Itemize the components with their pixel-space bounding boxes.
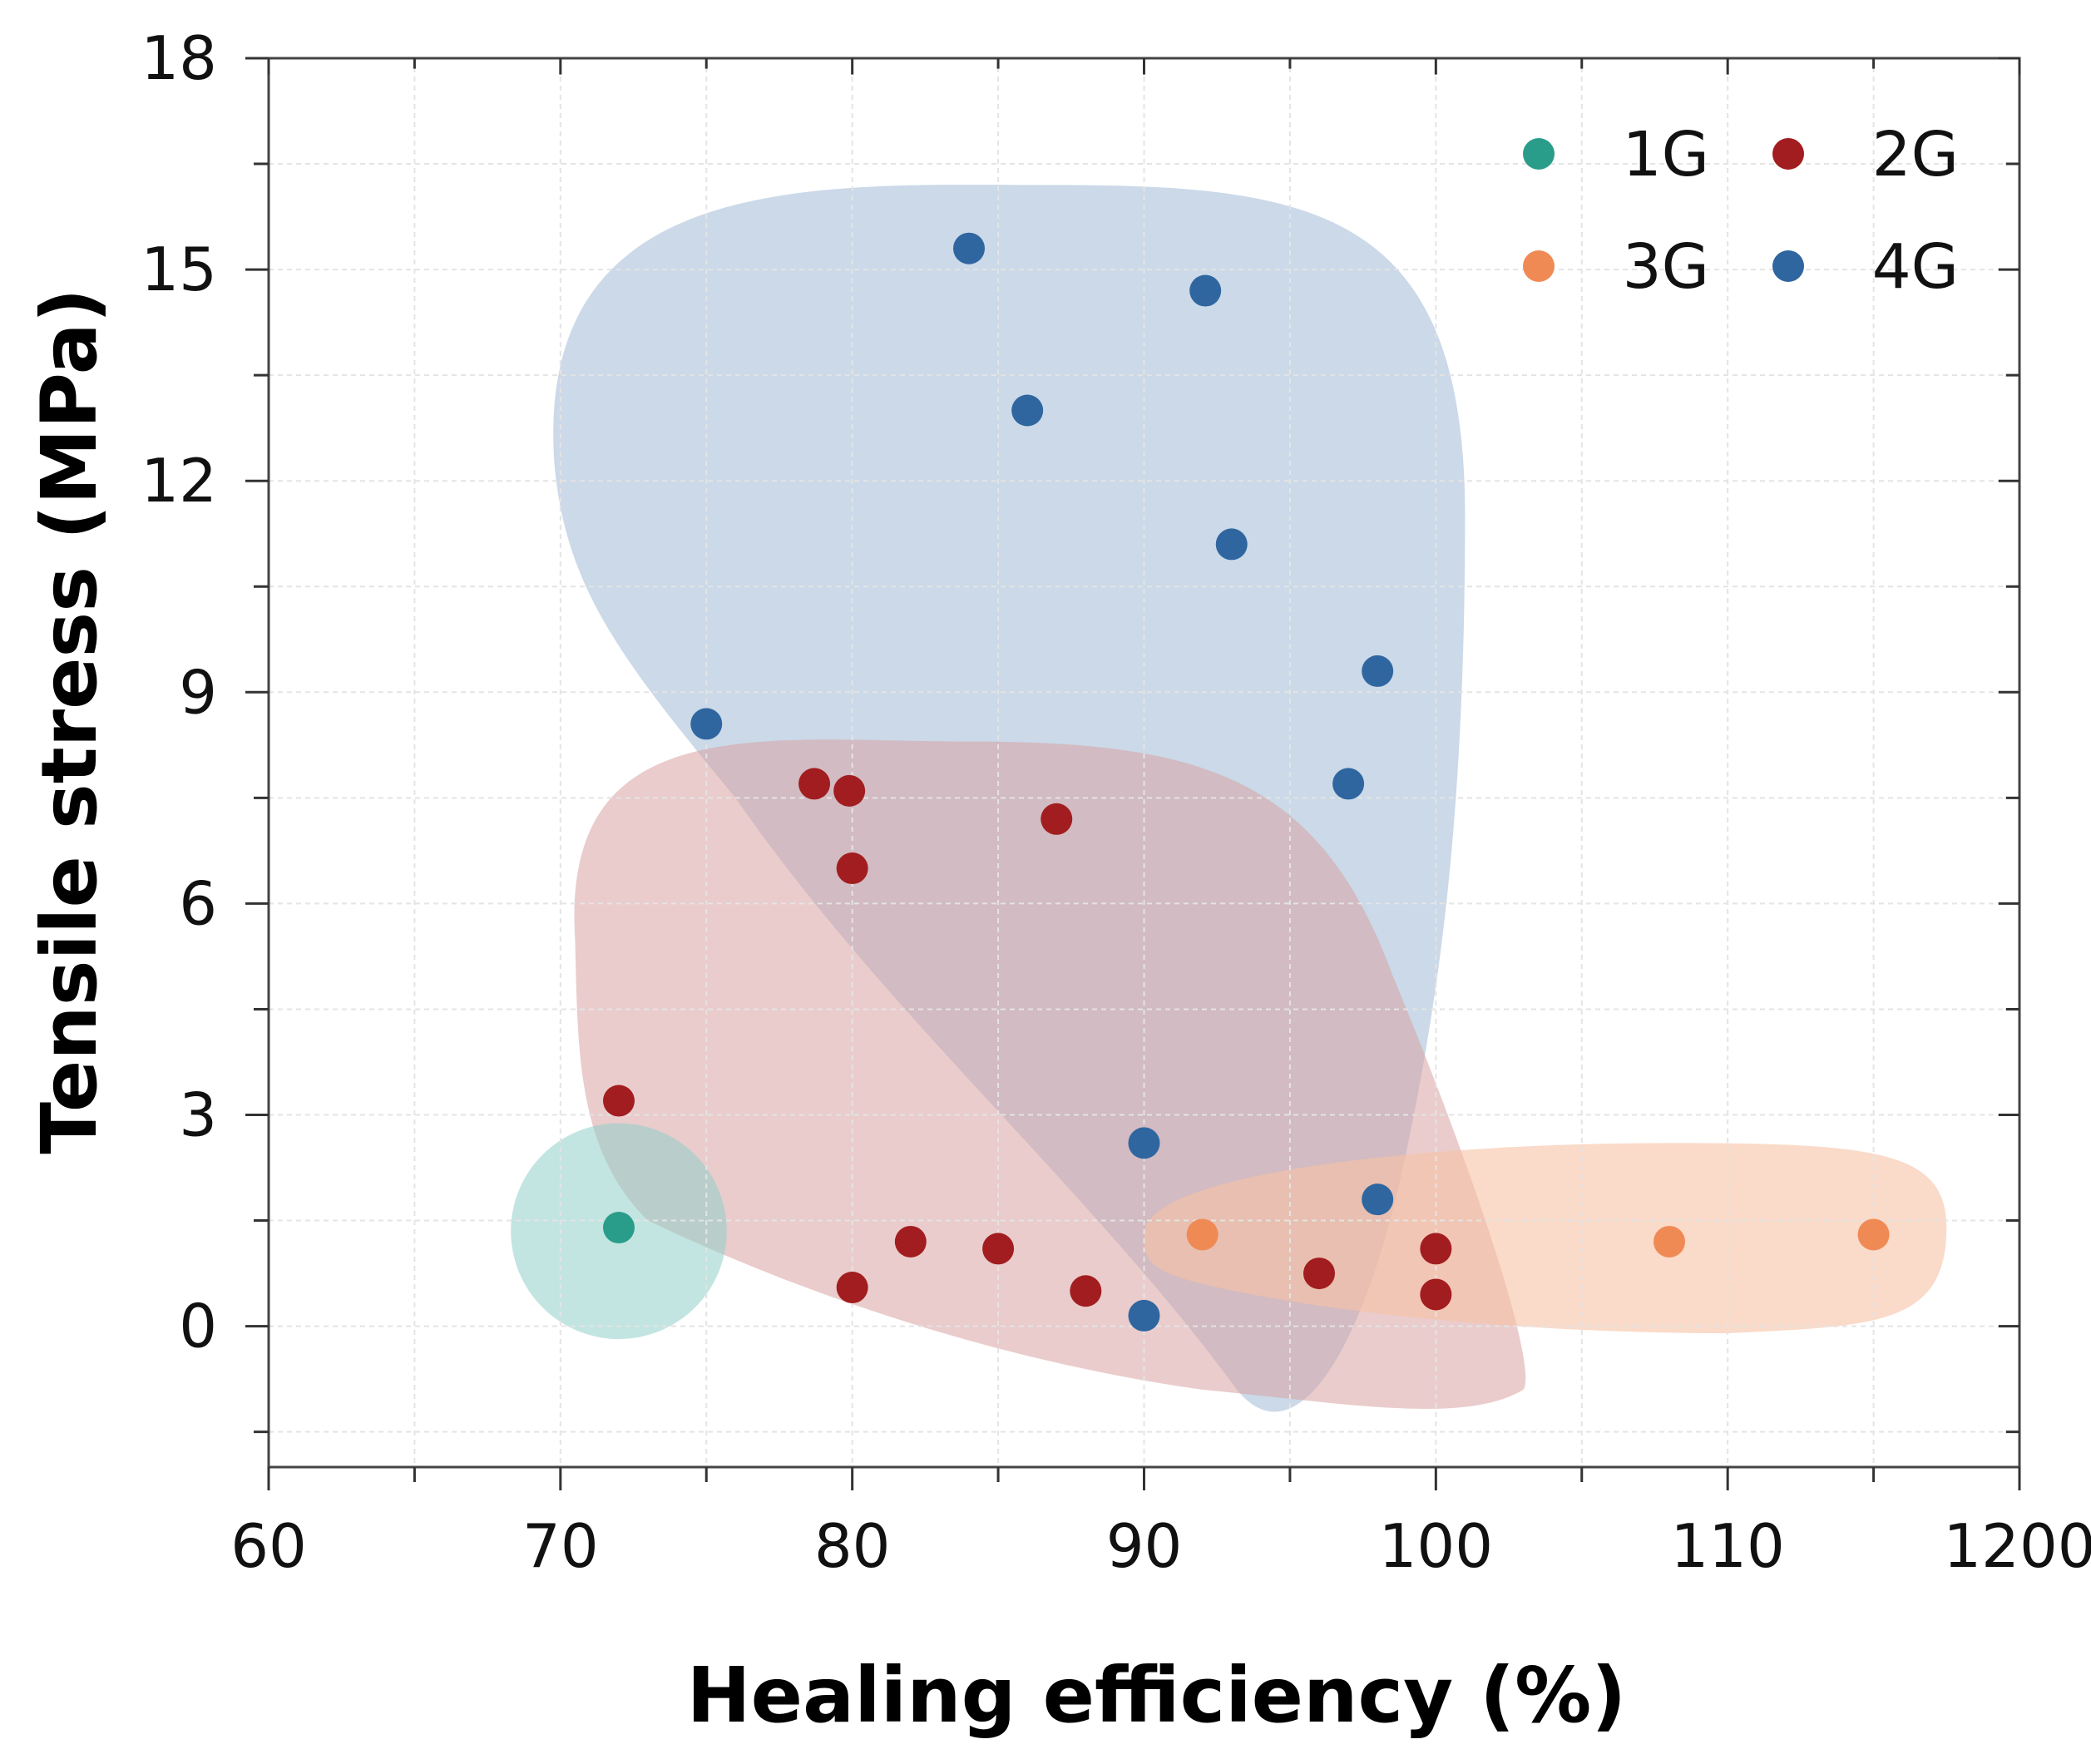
x-tick-label: 80: [814, 1511, 891, 1581]
x-tick-label: 1200: [1943, 1511, 2091, 1581]
x-tick-label: 60: [230, 1511, 307, 1581]
legend-marker-4G: [1772, 250, 1804, 282]
point-2G: [1303, 1258, 1335, 1290]
point-4G: [690, 708, 723, 740]
point-3G: [1857, 1218, 1890, 1251]
point-4G: [1215, 528, 1248, 561]
point-1G: [603, 1212, 635, 1244]
y-tick-label: 18: [141, 23, 217, 93]
point-3G: [1654, 1225, 1685, 1258]
legend: 1G 2G 3G 4G: [1523, 119, 1959, 303]
point-2G: [836, 1272, 868, 1304]
grid-lines: [268, 57, 2020, 1467]
y-tick-label: 15: [141, 235, 217, 304]
point-2G: [894, 1225, 927, 1258]
legend-label-1G: 1G: [1623, 119, 1709, 190]
point-4G: [1128, 1127, 1160, 1159]
y-tick-label: 9: [179, 657, 217, 727]
point-2G: [1041, 803, 1073, 835]
point-2G: [1420, 1233, 1452, 1265]
point-4G: [1128, 1299, 1160, 1332]
legend-label-3G: 3G: [1623, 231, 1709, 303]
y-tick-label: 12: [141, 446, 217, 516]
cluster-regions: [511, 185, 1947, 1412]
y-axis-title: Tensile stress (MPa): [25, 288, 114, 1154]
region-3G: [1144, 1143, 1947, 1334]
point-2G: [798, 768, 831, 800]
y-tick-label: 0: [179, 1292, 217, 1361]
y-tick-label: 6: [179, 868, 217, 938]
point-4G: [1332, 768, 1365, 800]
data-points: [603, 232, 1890, 1332]
point-2G: [836, 852, 868, 885]
legend-label-2G: 2G: [1872, 119, 1959, 190]
point-3G: [1186, 1218, 1219, 1251]
x-tick-label: 100: [1379, 1511, 1493, 1581]
axis-ticks: [245, 57, 2021, 1490]
x-tick-label: 110: [1670, 1511, 1784, 1581]
point-2G: [603, 1085, 635, 1117]
point-2G: [1420, 1278, 1452, 1311]
legend-marker-1G: [1523, 138, 1555, 170]
point-4G: [1189, 274, 1222, 307]
point-2G: [1070, 1275, 1102, 1307]
x-tick-label: 70: [522, 1511, 599, 1581]
y-tick-label: 3: [179, 1080, 217, 1150]
point-4G: [1362, 655, 1394, 687]
legend-marker-2G: [1772, 138, 1804, 170]
legend-label-4G: 4G: [1872, 231, 1959, 303]
point-4G: [1011, 394, 1044, 427]
x-tick-labels: 60 70 80 90 100 110 1200: [230, 1511, 2091, 1581]
point-2G: [982, 1233, 1015, 1265]
point-4G: [1362, 1183, 1394, 1216]
x-axis-title: Healing efficiency (%): [687, 1651, 1627, 1740]
x-tick-label: 90: [1106, 1511, 1183, 1581]
legend-marker-3G: [1523, 250, 1555, 282]
y-tick-labels: 0 3 6 9 12 15 18: [141, 23, 217, 1361]
point-2G: [833, 774, 866, 807]
point-4G: [953, 232, 985, 264]
